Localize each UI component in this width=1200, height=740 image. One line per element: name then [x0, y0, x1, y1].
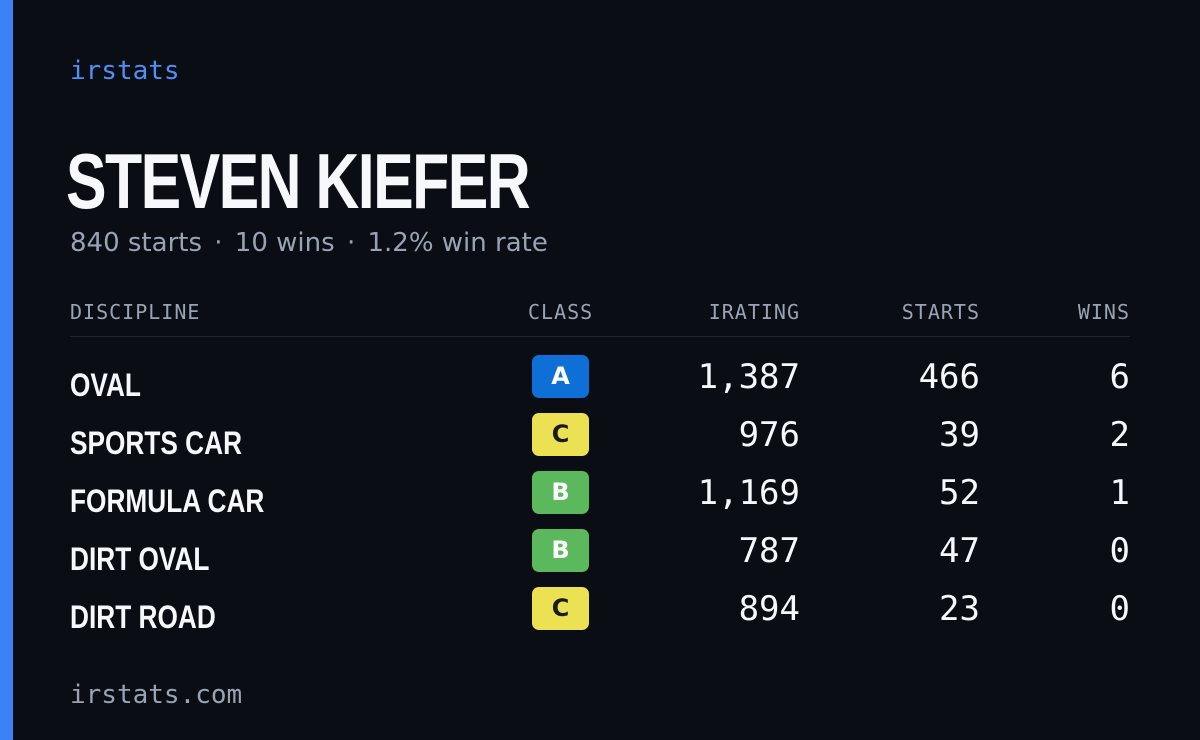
table-row: SPORTS CAR C 976 39 2 [70, 411, 1130, 469]
footer-url: irstats.com [70, 680, 243, 710]
starts-value: 23 [939, 589, 980, 629]
wins-value: 0 [1109, 531, 1130, 571]
header-irating: IRATING [708, 300, 800, 324]
starts-value: 52 [939, 473, 980, 513]
header-class: CLASS [528, 300, 594, 324]
wins-value: 6 [1109, 357, 1130, 397]
summary-win-rate: 1.2% win rate [367, 228, 548, 258]
driver-name: STEVEN KIEFER [66, 137, 531, 225]
summary-separator: · [214, 228, 223, 258]
accent-bar [0, 0, 13, 740]
discipline-name: OVAL [70, 367, 141, 403]
summary-wins: 10 wins [234, 228, 335, 258]
table-body: OVAL A 1,387 466 6 SPORTS CAR C 976 39 2… [70, 353, 1130, 643]
irating-value: 894 [738, 589, 800, 629]
table-header: DISCIPLINE CLASS IRATING STARTS WINS [70, 296, 1130, 337]
discipline-name: FORMULA CAR [70, 483, 265, 519]
class-badge: C [532, 587, 589, 630]
header-wins: WINS [1077, 300, 1130, 324]
starts-value: 47 [939, 531, 980, 571]
irating-value: 1,387 [697, 357, 800, 397]
header-discipline: DISCIPLINE [70, 300, 201, 324]
summary-starts: 840 starts [70, 228, 202, 258]
class-badge: C [532, 413, 589, 456]
irating-value: 1,169 [697, 473, 800, 513]
table-row: DIRT ROAD C 894 23 0 [70, 585, 1130, 643]
starts-value: 39 [939, 415, 980, 455]
discipline-name: SPORTS CAR [70, 425, 243, 461]
starts-value: 466 [918, 357, 980, 397]
irating-value: 976 [738, 415, 800, 455]
discipline-table: DISCIPLINE CLASS IRATING STARTS WINS OVA… [70, 296, 1130, 643]
wins-value: 0 [1109, 589, 1130, 629]
discipline-name: DIRT ROAD [70, 599, 216, 635]
class-badge: A [532, 355, 589, 398]
brand-logo: irstats [70, 56, 180, 86]
table-row: FORMULA CAR B 1,169 52 1 [70, 469, 1130, 527]
discipline-name: DIRT OVAL [70, 541, 210, 577]
irating-value: 787 [738, 531, 800, 571]
class-badge: B [532, 529, 589, 572]
header-starts: STARTS [901, 300, 980, 324]
class-badge: B [532, 471, 589, 514]
driver-summary: 840 starts · 10 wins · 1.2% win rate [70, 228, 548, 258]
table-row: DIRT OVAL B 787 47 0 [70, 527, 1130, 585]
summary-separator: · [346, 228, 356, 258]
table-row: OVAL A 1,387 466 6 [70, 353, 1130, 411]
wins-value: 1 [1109, 473, 1130, 513]
wins-value: 2 [1109, 415, 1130, 455]
